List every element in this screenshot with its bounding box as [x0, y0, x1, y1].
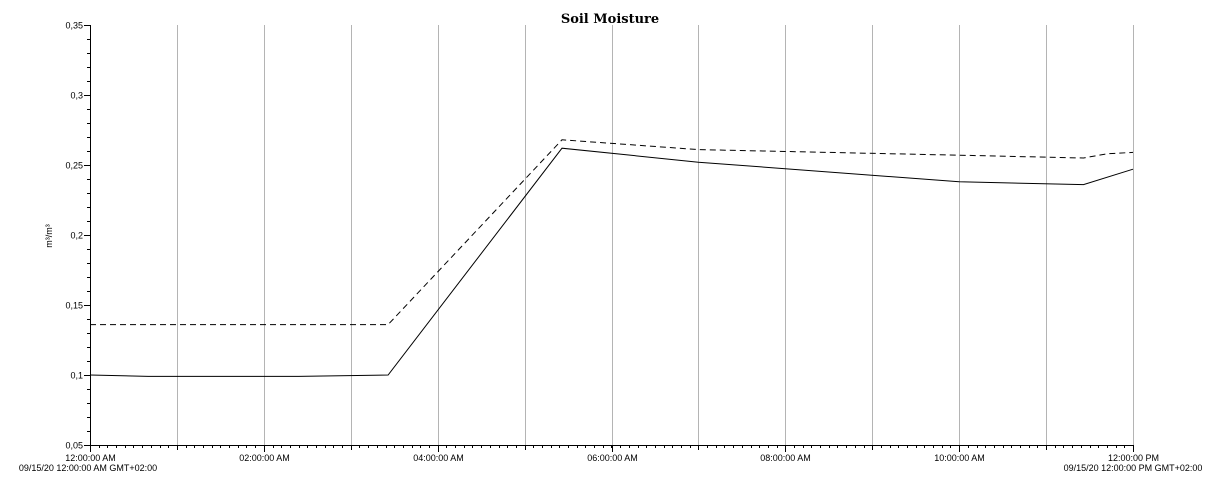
axes	[90, 25, 1134, 446]
x-tick-label: 08:00:00 AM	[760, 453, 811, 463]
series-line-solid	[89, 147, 1134, 377]
y-axis-label: m³/m³	[44, 224, 54, 248]
x-tick-label: 02:00:00 AM	[239, 453, 290, 463]
gridlines	[177, 25, 1134, 445]
x-tick-label: 12:00:00 PM	[1108, 453, 1159, 463]
series-line-dashed	[90, 139, 1134, 326]
y-tick-label: 0,1	[70, 371, 83, 381]
y-tick-label: 0,35	[65, 21, 83, 31]
x-tick-label: 10:00:00 AM	[934, 453, 985, 463]
y-tick-label: 0,2	[70, 231, 83, 241]
x-tick-label: 04:00:00 AM	[413, 453, 464, 463]
series-group	[89, 139, 1134, 377]
y-tick-label: 0,15	[65, 301, 83, 311]
y-tick-label: 0,3	[70, 91, 83, 101]
x-ticks: 12:00:00 AM 02:00:00 AM 04:00:00 AM 06:00:0…	[65, 445, 1159, 463]
y-ticks: 0,05 0,1 0,15 0,2 0,25 0,3 0,35	[65, 21, 90, 451]
y-tick-label: 0,05	[65, 441, 83, 451]
x-tick-label: 06:00:00 AM	[587, 453, 638, 463]
range-start-label: 09/15/20 12:00:00 AM GMT+02:00	[19, 463, 157, 473]
chart-title: Soil Moisture	[561, 12, 659, 27]
range-end-label: 09/15/20 12:00:00 PM GMT+02:00	[1064, 463, 1203, 473]
x-tick-label: 12:00:00 AM	[65, 453, 116, 463]
y-tick-label: 0,25	[65, 161, 83, 171]
